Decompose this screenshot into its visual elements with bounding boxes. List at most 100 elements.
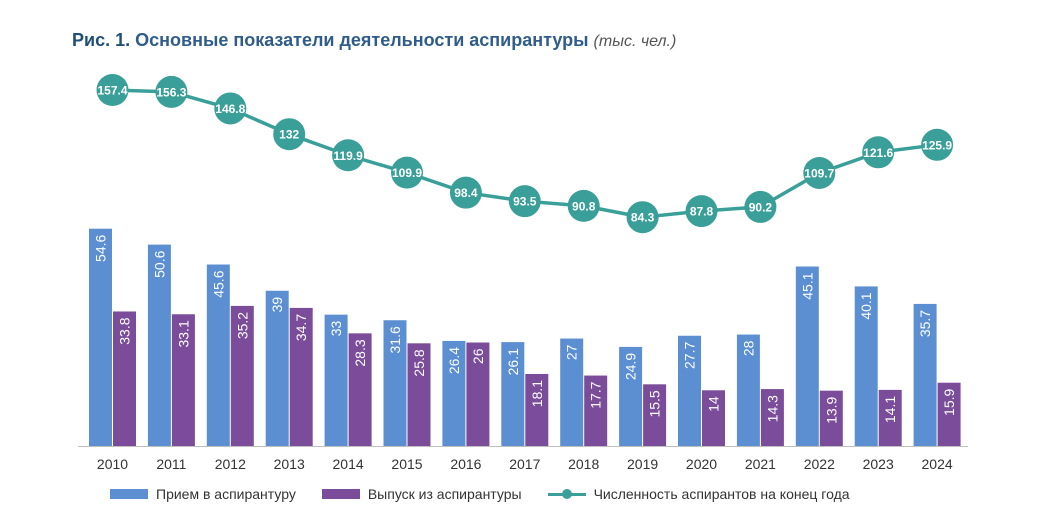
bar-graduation: [466, 342, 490, 446]
bar-admission: [383, 320, 407, 446]
bar-graduation: [171, 314, 195, 446]
bar-admission: [854, 286, 878, 446]
data-label-graduation: 33.1: [175, 320, 191, 347]
bar-admission: [265, 290, 289, 446]
x-tick-label: 2015: [391, 456, 422, 472]
data-label-graduation: 35.2: [234, 312, 250, 339]
data-label-students: 93.5: [513, 195, 537, 209]
legend-item-admission: Прием в аспирантуру: [110, 486, 296, 502]
bar-graduation: [348, 333, 372, 446]
line-point-students: [567, 189, 600, 222]
data-label-students: 132: [279, 128, 299, 142]
legend-item-graduation: Выпуск из аспирантуры: [321, 486, 522, 502]
line-point-students: [391, 156, 423, 189]
data-label-students: 121.6: [863, 146, 893, 160]
data-label-students: 157.4: [97, 84, 127, 98]
x-tick-label: 2020: [686, 456, 717, 472]
data-label-graduation: 33.8: [117, 317, 133, 344]
x-tick-label: 2024: [922, 456, 953, 472]
bar-admission: [442, 340, 466, 446]
figure-number: Рис. 1.: [72, 30, 131, 50]
data-label-graduation: 14.3: [764, 395, 780, 422]
line-point-students: [626, 201, 659, 234]
bar-admission: [619, 346, 643, 446]
legend-label-admission: Прием в аспирантуру: [156, 486, 296, 502]
legend-swatch-admission: [110, 489, 148, 499]
bar-admission: [206, 264, 230, 446]
data-label-graduation: 18.1: [529, 380, 545, 407]
data-label-students: 109.9: [392, 166, 422, 180]
data-label-admission: 27.7: [682, 342, 698, 369]
data-label-students: 87.8: [690, 205, 714, 219]
data-label-graduation: 15.9: [941, 389, 957, 416]
bar-admission: [147, 244, 171, 446]
legend: Прием в аспирантуру Выпуск из аспирантур…: [110, 486, 850, 502]
data-label-admission: 26.4: [446, 347, 462, 374]
data-label-graduation: 13.9: [823, 396, 839, 423]
bar-graduation: [525, 373, 549, 446]
data-label-graduation: 34.7: [293, 314, 309, 341]
data-label-admission: 28: [740, 340, 756, 356]
bar-graduation: [584, 375, 608, 446]
line-point-students: [214, 92, 247, 125]
bar-graduation: [937, 382, 961, 446]
bar-graduation: [760, 389, 784, 446]
data-label-graduation: 14.1: [882, 396, 898, 423]
bar-admission: [89, 228, 112, 446]
data-label-students: 90.8: [572, 199, 596, 213]
data-label-students: 156.3: [156, 85, 186, 99]
data-label-students: 90.2: [749, 200, 773, 214]
bar-admission: [678, 335, 701, 446]
x-tick-label: 2012: [215, 456, 246, 472]
legend-label-graduation: Выпуск из аспирантуры: [367, 486, 522, 502]
data-label-students: 125.9: [922, 138, 952, 152]
data-label-admission: 50.6: [151, 250, 167, 277]
line-point-students: [921, 128, 954, 161]
bar-admission: [501, 342, 525, 446]
data-label-admission: 39: [269, 297, 285, 313]
x-tick-label: 2017: [509, 456, 540, 472]
line-point-students: [332, 139, 365, 172]
legend-swatch-graduation: [321, 489, 360, 499]
data-label-admission: 24.9: [623, 353, 639, 380]
data-label-students: 98.4: [454, 186, 478, 200]
data-label-admission: 33: [328, 320, 344, 336]
line-point-students: [862, 136, 895, 169]
bar-graduation: [702, 390, 725, 446]
bar-graduation: [819, 390, 843, 446]
line-point-students: [155, 75, 188, 108]
title-unit: (тыс. чел.): [593, 33, 677, 50]
line-point-students: [508, 185, 541, 218]
data-label-students: 109.7: [804, 166, 834, 180]
data-label-admission: 31.6: [387, 326, 403, 353]
chart-area: 54.6 33.8 2010 50.6 33.1 2011 45.6 35.2 2012 39 34…: [78, 74, 968, 472]
line-point-students: [685, 195, 718, 228]
x-tick-label: 2016: [450, 456, 481, 472]
data-label-graduation: 26: [470, 348, 486, 364]
chart-title: Рис. 1. Основные показатели деятельности…: [72, 30, 676, 51]
line-point-students: [96, 74, 129, 106]
bar-graduation: [878, 389, 902, 446]
bar-graduation: [407, 343, 431, 446]
data-label-admission: 54.6: [93, 234, 109, 261]
data-label-admission: 45.6: [210, 270, 226, 297]
data-label-graduation: 14: [706, 396, 722, 412]
bar-admission: [736, 334, 760, 446]
data-label-admission: 35.7: [917, 310, 933, 337]
bar-admission: [913, 303, 937, 446]
x-tick-label: 2011: [156, 456, 186, 472]
bar-graduation: [289, 307, 313, 446]
x-tick-label: 2013: [274, 456, 305, 472]
legend-label-students: Численность аспирантов на конец года: [593, 486, 850, 502]
bar-graduation: [230, 305, 254, 446]
data-label-admission: 26.1: [505, 348, 521, 375]
x-tick-label: 2014: [333, 456, 364, 472]
line-point-students: [449, 176, 482, 209]
data-label-admission: 27: [564, 344, 580, 360]
data-label-admission: 40.1: [858, 292, 874, 319]
legend-swatch-students: [547, 489, 586, 499]
data-label-graduation: 25.8: [411, 349, 427, 376]
title-text: Основные показатели деятельности аспиран…: [135, 30, 589, 50]
bar-graduation: [643, 384, 667, 446]
bar-admission: [324, 314, 348, 446]
